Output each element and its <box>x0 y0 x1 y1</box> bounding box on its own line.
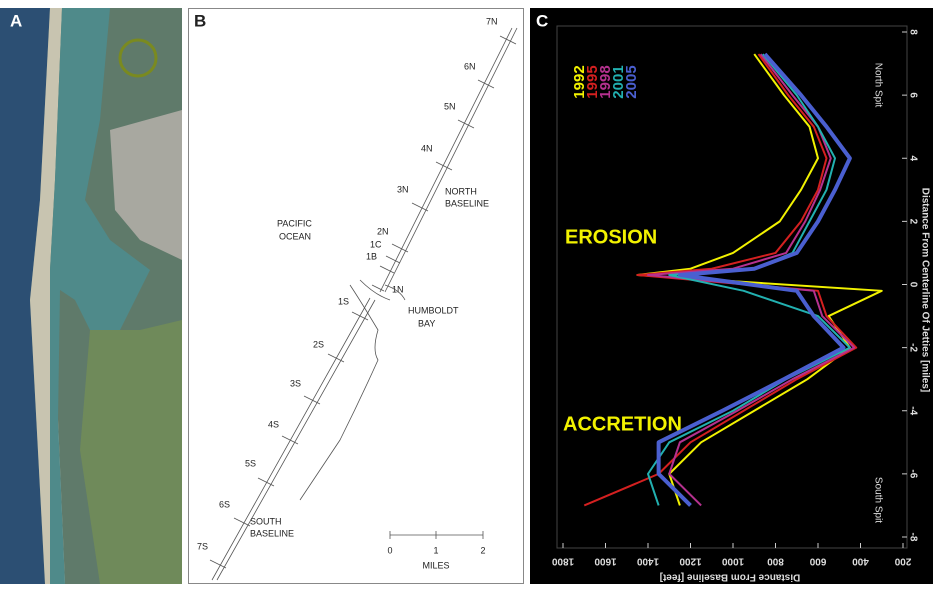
annotation: North Spit <box>872 63 883 108</box>
transect-label: 2S <box>313 339 324 349</box>
panel-a: A <box>0 8 182 584</box>
scale-tick: 0 <box>387 545 392 555</box>
transect-label: 5N <box>444 101 456 111</box>
x-tick-label: 1800 <box>551 555 574 566</box>
transect-label: 4S <box>268 419 279 429</box>
transect-label: 7S <box>197 541 208 551</box>
axis-label: Distance From Baseline [feet] <box>660 571 801 582</box>
transect-label: 5S <box>245 458 256 468</box>
y-tick-label: 6 <box>907 92 918 98</box>
annotation: South Spit <box>872 477 883 523</box>
figure: A B 7N 6N 5N 4N 3N 2N 1C 1B 1N 1S 2S 3S … <box>0 0 933 584</box>
transect-label: 2N <box>377 226 389 236</box>
y-tick-label: -8 <box>907 533 918 542</box>
panel-frame <box>189 9 524 584</box>
transect-label: 3N <box>397 184 409 194</box>
y-tick-label: 4 <box>907 155 918 161</box>
y-tick-label: 8 <box>907 29 918 35</box>
transect-label: 1B <box>366 251 377 261</box>
place-label: BAY <box>418 318 435 328</box>
place-label: OCEAN <box>279 231 311 241</box>
transect-label: 6N <box>464 61 476 71</box>
y-tick-label: 0 <box>907 282 918 288</box>
y-tick-label: 2 <box>907 219 918 225</box>
axis-label: Distance From Centerline Of Jetties [mil… <box>919 188 930 393</box>
legend-entry: 2005 <box>623 65 640 98</box>
place-label: PACIFIC <box>277 218 312 228</box>
x-tick-label: 600 <box>809 555 826 566</box>
place-label: NORTH <box>445 186 477 196</box>
x-tick-label: 1600 <box>594 555 617 566</box>
panel-b: B 7N 6N 5N 4N 3N 2N 1C 1B 1N 1S 2S 3S 4S… <box>189 9 524 584</box>
x-tick-label: 1000 <box>721 555 744 566</box>
panel-label: C <box>536 11 548 30</box>
y-tick-label: -6 <box>907 469 918 478</box>
scale-unit: MILES <box>422 560 449 570</box>
scale-tick: 2 <box>480 545 485 555</box>
place-label: HUMBOLDT <box>408 305 459 315</box>
x-tick-label: 1200 <box>679 555 702 566</box>
panel-c: C EROSION ACCRETION North Spit South Spi… <box>530 8 933 584</box>
x-tick-label: 1400 <box>636 555 659 566</box>
panel-label: B <box>194 11 206 30</box>
scale-tick: 1 <box>433 545 438 555</box>
annotation: ACCRETION <box>563 413 682 435</box>
transect-label: 1N <box>392 284 404 294</box>
annotation: EROSION <box>565 226 657 248</box>
place-label: SOUTH <box>250 516 282 526</box>
transect-label: 3S <box>290 378 301 388</box>
satellite-farmland <box>80 320 182 584</box>
panel-label: A <box>10 11 22 30</box>
place-label: BASELINE <box>445 198 489 208</box>
transect-label: 1C <box>370 239 382 249</box>
x-tick-label: 800 <box>767 555 784 566</box>
transect-label: 7N <box>486 16 498 26</box>
x-tick-label: 400 <box>852 555 869 566</box>
transect-label: 6S <box>219 499 230 509</box>
transect-label: 4N <box>421 143 433 153</box>
x-tick-label: 200 <box>894 555 911 566</box>
y-tick-label: -4 <box>907 406 918 415</box>
y-tick-label: -2 <box>907 343 918 352</box>
place-label: BASELINE <box>250 528 294 538</box>
transect-label: 1S <box>338 296 349 306</box>
